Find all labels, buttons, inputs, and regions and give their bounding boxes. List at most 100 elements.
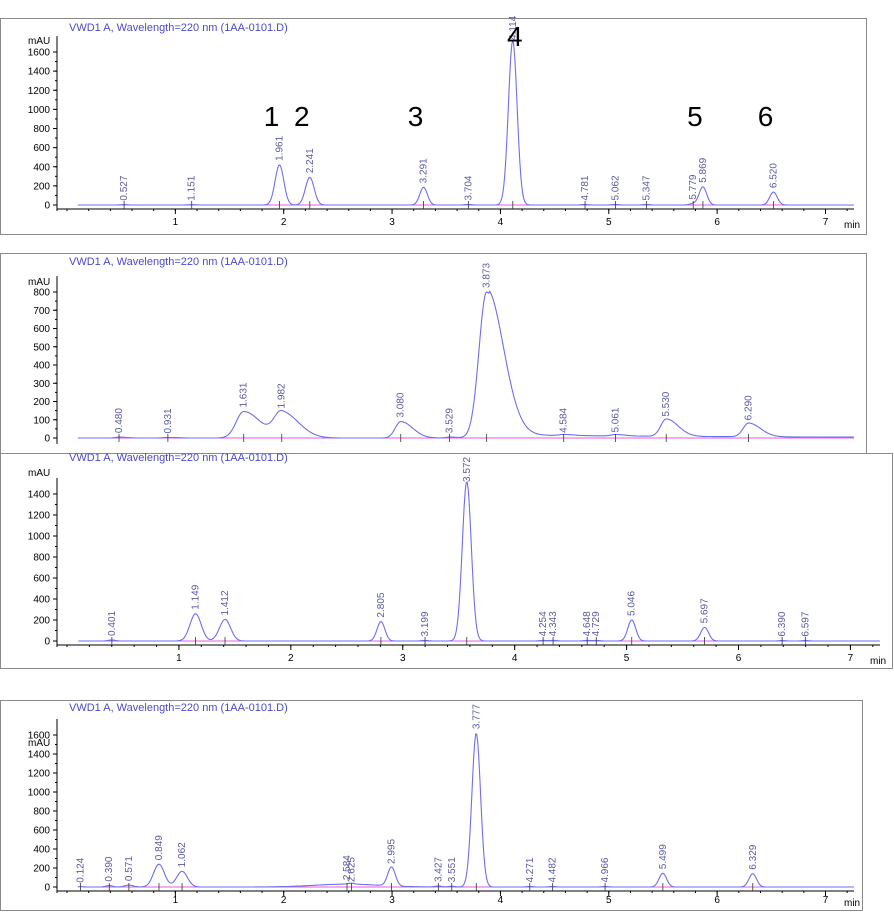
panel-frame [0, 453, 893, 669]
y-tick-label: 400 [33, 595, 50, 606]
y-tick-label: 200 [33, 864, 50, 875]
peak-label: 3.427 [433, 857, 444, 882]
x-tick-label: 6 [714, 217, 720, 228]
x-tick-label: 1 [176, 653, 182, 664]
y-axis-label: mAU [28, 277, 50, 288]
x-tick-label: 3 [400, 653, 406, 664]
x-axis-label: min [870, 656, 886, 667]
peak-label: 5.869 [698, 157, 709, 182]
chart-panel-3: VWD1 A, Wavelength=220 nm (1AA-0101.D) mA… [0, 452, 893, 669]
peak-label: 3.199 [420, 611, 431, 636]
x-tick-label: 4 [512, 653, 518, 664]
peak-label: 1.062 [177, 842, 188, 867]
x-tick-label: 4 [498, 895, 504, 906]
peak-label: 3.529 [444, 408, 455, 433]
peak-number: 3 [408, 101, 424, 132]
peak-label: 3.291 [419, 158, 430, 183]
peak-label: 2.584 [342, 855, 353, 880]
x-tick-label: 1 [173, 217, 179, 228]
peak-label: 3.080 [396, 392, 407, 417]
chart-panel-2: VWD1 A, Wavelength=220 nm (1AA-0101.D) mA… [0, 253, 867, 454]
y-tick-label: 600 [33, 826, 50, 837]
x-axis-label: min [844, 220, 860, 231]
peak-label: 2.805 [376, 592, 387, 617]
chart-title: VWD1 A, Wavelength=220 nm (1AA-0101.D) [69, 702, 288, 714]
chromatogram-trace [77, 290, 854, 439]
y-tick-label: 500 [33, 342, 50, 353]
x-tick-label: 3 [389, 895, 395, 906]
peak-label: 4.729 [591, 611, 602, 636]
y-tick-label: 1200 [28, 511, 51, 522]
peak-label: 0.480 [114, 408, 125, 433]
x-tick-label: 1 [173, 895, 179, 906]
peak-label: 1.982 [277, 383, 288, 408]
peak-label: 5.061 [610, 407, 621, 432]
peak-label: 2.995 [387, 839, 398, 864]
peak-label: 6.329 [748, 844, 759, 869]
peak-label: 3.572 [462, 457, 473, 482]
x-tick-label: 2 [288, 653, 294, 664]
peak-label: 2.625 [346, 857, 357, 882]
peak-label: 4.584 [559, 407, 570, 432]
chart-title: VWD1 A, Wavelength=220 nm (1AA-0101.D) [69, 256, 288, 268]
chromatogram-trace [77, 40, 854, 206]
y-tick-label: 1600 [28, 731, 51, 742]
x-tick-label: 5 [606, 895, 612, 906]
y-tick-label: 1000 [28, 105, 51, 116]
chart-title: VWD1 A, Wavelength=220 nm (1AA-0101.D) [69, 452, 288, 464]
y-tick-label: 0 [44, 434, 50, 445]
y-tick-label: 1000 [28, 532, 51, 543]
peak-number: 2 [294, 101, 310, 132]
y-axis-label: mAU [28, 738, 50, 749]
x-tick-label: 2 [281, 217, 287, 228]
peak-label: 4.648 [582, 611, 593, 636]
peak-label: 4.482 [548, 857, 559, 882]
peak-label: 6.520 [768, 163, 779, 188]
y-tick-label: 0 [44, 637, 50, 648]
y-tick-label: 400 [33, 361, 50, 372]
peak-label: 4.114 [508, 15, 519, 40]
peak-label: 0.390 [104, 856, 115, 881]
peak-label: 0.527 [119, 175, 130, 200]
y-tick-label: 400 [33, 162, 50, 173]
y-tick-label: 1400 [28, 750, 51, 761]
y-tick-label: 600 [33, 574, 50, 585]
panel-frame [0, 18, 867, 235]
peak-number: 4 [507, 21, 523, 52]
peak-label: 4.966 [600, 857, 611, 882]
y-tick-label: 300 [33, 379, 50, 390]
peak-label: 3.551 [447, 857, 458, 882]
y-tick-label: 200 [33, 397, 50, 408]
y-tick-label: 1400 [28, 490, 51, 501]
y-tick-label: 600 [33, 324, 50, 335]
peak-label: 1.961 [274, 135, 285, 160]
y-axis-label: mAU [28, 36, 50, 47]
peak-number: 6 [758, 101, 774, 132]
peak-number: 1 [264, 101, 280, 132]
peak-label: 5.046 [627, 591, 638, 616]
peak-label: 1.151 [187, 175, 198, 200]
y-tick-label: 1200 [28, 769, 51, 780]
chart-panel-1: VWD1 A, Wavelength=220 nm (1AA-0101.D) mA… [0, 15, 867, 235]
panel-frame [0, 700, 863, 911]
panel-frame [0, 253, 867, 454]
peak-label: 1.631 [239, 382, 250, 407]
peak-number: 5 [687, 101, 703, 132]
chart-panel-4: VWD1 A, Wavelength=220 nm (1AA-0101.D) mA… [0, 700, 863, 911]
y-tick-label: 200 [33, 181, 50, 192]
y-tick-label: 200 [33, 616, 50, 627]
peak-label: 0.124 [75, 857, 86, 882]
y-tick-label: 0 [44, 201, 50, 212]
x-tick-label: 5 [624, 653, 630, 664]
chart-title: VWD1 A, Wavelength=220 nm (1AA-0101.D) [69, 22, 288, 34]
y-tick-label: 700 [33, 306, 50, 317]
peak-label: 0.571 [124, 856, 135, 881]
peak-label: 0.931 [163, 408, 174, 433]
peak-label: 3.873 [482, 263, 493, 288]
peak-label: 3.704 [463, 175, 474, 200]
peak-label: 5.347 [641, 175, 652, 200]
x-tick-label: 3 [389, 217, 395, 228]
y-tick-label: 800 [33, 288, 50, 299]
y-tick-label: 1000 [28, 788, 51, 799]
